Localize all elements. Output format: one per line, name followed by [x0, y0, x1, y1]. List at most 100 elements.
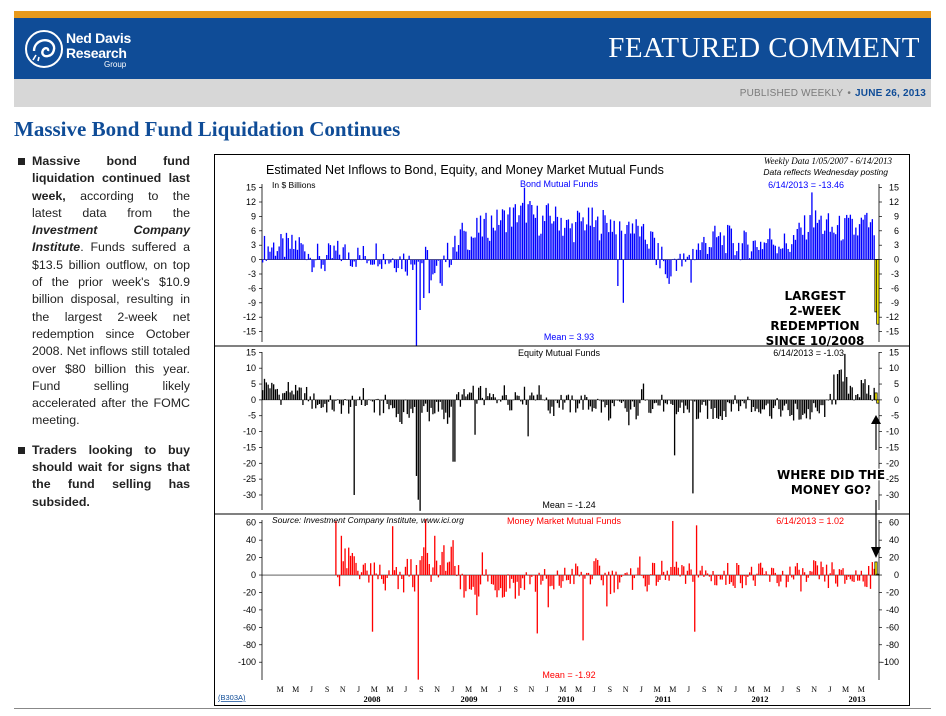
data-bar [860, 570, 863, 576]
data-bar [501, 209, 504, 260]
data-bar [423, 547, 425, 576]
data-bar [316, 243, 319, 260]
data-bar [846, 575, 848, 580]
data-bar [498, 399, 500, 401]
bullet-1-bold: Massive bond fund liquidation continued … [32, 154, 190, 203]
data-bar [730, 228, 733, 260]
data-bar [862, 383, 864, 400]
data-bar [813, 399, 815, 404]
data-bar [690, 259, 692, 283]
data-bar [847, 575, 850, 577]
data-bar [283, 392, 286, 400]
data-bar [516, 575, 518, 582]
data-bar [622, 399, 624, 402]
data-bar [565, 219, 568, 260]
data-bar [474, 237, 476, 260]
data-bar [796, 228, 798, 260]
x-month-label: M [559, 685, 566, 694]
data-bar [684, 399, 687, 406]
data-bar [437, 575, 440, 578]
data-bar [489, 574, 491, 576]
data-bar [772, 399, 775, 409]
ned-davis-logo[interactable]: Ned Davis Research Group [24, 26, 154, 72]
data-bar [302, 399, 304, 406]
y-tick-label-left: 0 [251, 570, 256, 580]
data-bar [666, 399, 668, 405]
data-bar [478, 575, 480, 597]
data-bar [368, 399, 370, 401]
data-bar [791, 399, 793, 415]
data-bar [351, 552, 354, 576]
data-bar [467, 575, 469, 576]
data-bar [478, 387, 480, 400]
data-bar [582, 217, 584, 260]
data-bar [791, 575, 793, 578]
data-bar [673, 399, 676, 456]
data-bar [366, 570, 368, 576]
data-bar [639, 556, 641, 576]
y-tick-label-right: 10 [889, 363, 899, 373]
data-bar [787, 575, 789, 582]
y-tick-label-right: -25 [886, 474, 899, 484]
data-bar [476, 575, 478, 616]
data-bar [796, 562, 798, 576]
data-bar [587, 207, 590, 260]
data-bar [441, 259, 443, 286]
data-bar [794, 239, 797, 260]
data-bar [639, 236, 641, 260]
y-tick-label-right: -40 [886, 605, 899, 615]
data-bar [670, 399, 672, 404]
bullet-1-text-cont: . Funds suffered a $13.5 billion outflow… [32, 240, 190, 428]
data-bar [765, 242, 767, 260]
data-bar [415, 565, 418, 576]
y-tick-label-left: 3 [251, 240, 256, 250]
chart-title: Estimated Net Inflows to Bond, Equity, a… [266, 163, 664, 177]
data-bar [327, 399, 330, 402]
data-bar [318, 256, 321, 260]
data-bar [697, 575, 700, 578]
y-tick-label-right: 6 [894, 226, 899, 236]
y-tick-label-right: 12 [889, 197, 899, 207]
data-bar [481, 552, 484, 576]
data-bar [749, 399, 751, 400]
data-bar [814, 210, 817, 260]
data-bar [556, 570, 559, 576]
data-bar [609, 399, 612, 419]
data-bar [406, 558, 408, 576]
data-bar [320, 399, 322, 408]
data-bar [838, 370, 841, 400]
data-bar [794, 566, 797, 576]
data-bar [858, 224, 861, 260]
data-bar [734, 575, 736, 589]
data-bar [278, 246, 280, 260]
x-month-label: M [481, 685, 488, 694]
data-bar [415, 259, 418, 346]
data-bar [617, 575, 619, 590]
data-bar [344, 548, 346, 576]
data-bar [703, 575, 705, 577]
data-bar [386, 399, 388, 405]
data-bar [578, 212, 581, 260]
data-bar [540, 233, 542, 260]
data-bar [509, 575, 511, 589]
data-bar [547, 575, 549, 608]
data-bar [326, 399, 328, 413]
data-bar [322, 399, 324, 408]
data-bar [582, 575, 584, 641]
data-bar [335, 250, 337, 260]
data-bar [619, 399, 621, 402]
data-bar [459, 575, 462, 590]
data-bar [697, 399, 700, 419]
data-bar [298, 387, 300, 400]
data-bar [628, 399, 630, 426]
data-bar [681, 399, 683, 403]
data-bar [417, 399, 419, 500]
data-bar [558, 575, 560, 586]
data-bar [648, 575, 650, 585]
x-month-label: N [434, 685, 440, 694]
data-bar [478, 232, 480, 260]
data-bar [820, 561, 822, 576]
data-bar [498, 575, 500, 591]
x-month-label: J [828, 685, 831, 694]
panel-mean: Mean = -1.24 [542, 500, 595, 510]
